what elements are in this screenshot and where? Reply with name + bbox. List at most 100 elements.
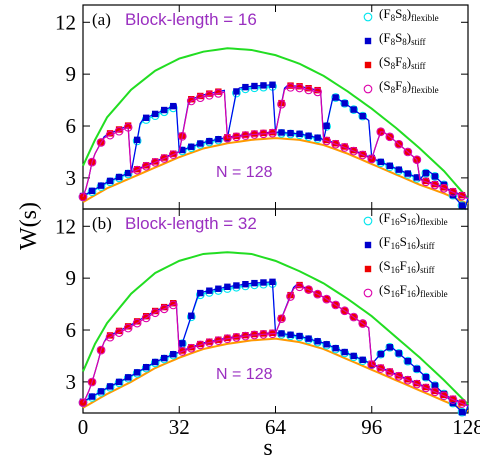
- data-point: [114, 126, 124, 136]
- legend-label-part: ): [407, 78, 411, 93]
- legend-label-part: ): [416, 234, 420, 249]
- data-point: [350, 352, 357, 360]
- data-point: [314, 86, 321, 94]
- y-tick-label: 3: [66, 166, 77, 190]
- data-point: [206, 90, 213, 97]
- data-point: [295, 282, 304, 292]
- data-point: [204, 338, 214, 347]
- legend-label-part: 16: [391, 241, 401, 251]
- data-point: [331, 93, 341, 102]
- legend-label-part: ): [416, 210, 420, 225]
- data-point: [123, 122, 133, 132]
- legend-marker: [364, 265, 372, 273]
- legend-marker: [363, 84, 373, 94]
- data-point: [412, 155, 422, 165]
- legend-label-part: F: [395, 54, 402, 69]
- data-point: [305, 84, 312, 92]
- series-line: [82, 285, 469, 407]
- data-point: [278, 129, 285, 136]
- legend-label-part: (S: [379, 258, 391, 273]
- data-point: [349, 146, 359, 156]
- data-point: [341, 100, 348, 107]
- data-point: [332, 94, 339, 101]
- legend-label-part: ): [416, 258, 420, 273]
- data-point: [269, 129, 276, 136]
- panel-a-n-label: N = 128: [216, 164, 273, 181]
- data-point: [97, 182, 105, 189]
- legend-marker: [364, 241, 372, 249]
- data-point: [358, 319, 368, 328]
- panel-a-plot: [78, 5, 469, 211]
- data-point: [170, 351, 177, 358]
- reference-curve-0: [82, 47, 469, 200]
- data-point: [215, 336, 222, 343]
- data-point: [197, 289, 204, 297]
- data-point: [150, 157, 160, 167]
- data-point: [421, 372, 431, 382]
- data-point: [431, 387, 439, 395]
- data-point: [88, 393, 96, 400]
- panel-b-plot: [78, 209, 469, 417]
- data-point: [223, 334, 232, 344]
- data-point: [224, 334, 231, 341]
- legend-label-part: 8: [391, 85, 396, 95]
- y-tick-label: 9: [66, 62, 77, 86]
- legend-entry: (S8F8)stiff: [364, 54, 425, 71]
- data-point: [141, 313, 151, 323]
- legend-label-part: 8: [391, 37, 396, 47]
- legend-label-part: (F: [379, 30, 391, 45]
- data-point: [449, 188, 457, 195]
- legend-marker: [363, 12, 373, 22]
- data-point: [215, 88, 222, 95]
- data-point: [170, 300, 177, 307]
- data-point: [260, 330, 267, 337]
- data-point: [233, 88, 240, 95]
- data-point: [197, 340, 204, 348]
- data-point: [233, 132, 240, 140]
- data-point: [332, 140, 339, 147]
- series-line: [82, 85, 469, 211]
- panel-a: (a) Block-length = 16 N = 128 (F8S8)flex…: [78, 4, 469, 211]
- data-point: [78, 192, 88, 202]
- legend-label: (S16F16)stiff: [379, 258, 434, 275]
- data-point: [87, 377, 97, 387]
- data-point: [350, 147, 357, 154]
- legend-label-part: 16: [391, 265, 401, 275]
- legend-entry: (S8F8)flexible: [363, 78, 439, 95]
- data-point: [161, 154, 168, 161]
- data-point: [350, 106, 357, 113]
- data-point: [242, 332, 249, 339]
- legend-label-part: (F: [379, 234, 391, 249]
- legend-label-part: ): [416, 282, 420, 297]
- legend-label-part: F: [395, 78, 402, 93]
- legend-label-part: 16: [407, 265, 417, 275]
- legend-label-part: 16: [407, 241, 417, 251]
- data-point: [179, 146, 186, 154]
- legend-label: (F16S16)stiff: [379, 234, 434, 251]
- data-point: [385, 342, 395, 352]
- data-point: [313, 289, 322, 299]
- data-point: [431, 382, 439, 389]
- data-point: [431, 173, 439, 180]
- data-point: [458, 408, 466, 416]
- panel-b-series-1: [79, 278, 469, 417]
- data-point: [115, 126, 123, 133]
- legend-label-part: 16: [391, 217, 401, 227]
- data-point: [242, 281, 249, 288]
- legend-label-part: F: [400, 258, 407, 273]
- panel-b-series-3: [78, 282, 469, 408]
- data-point: [422, 373, 430, 381]
- x-tick-label: 96: [361, 415, 382, 439]
- legend-label-part: F: [400, 282, 407, 297]
- data-point: [142, 114, 150, 122]
- data-point: [115, 173, 123, 181]
- data-point: [376, 127, 386, 137]
- legend-label-part: S: [395, 6, 402, 21]
- data-point: [259, 129, 268, 139]
- data-point: [422, 383, 430, 391]
- y-tick-label: 12: [55, 214, 76, 238]
- data-point: [359, 356, 366, 364]
- data-point: [295, 83, 304, 93]
- data-point: [314, 134, 321, 141]
- data-point: [268, 329, 277, 339]
